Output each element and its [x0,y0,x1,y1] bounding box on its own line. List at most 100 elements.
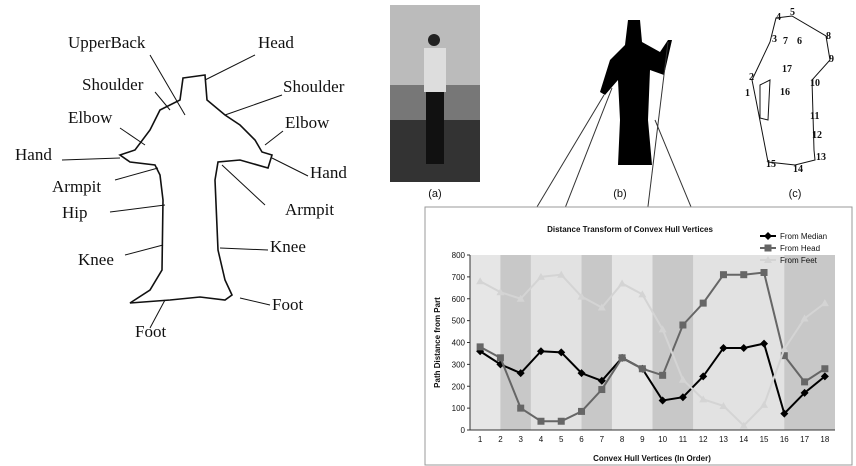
body-outline [120,75,272,303]
hull-number: 6 [797,36,802,47]
marker [740,271,747,278]
marker [477,343,484,350]
x-tick-label: 10 [658,435,667,444]
x-axis-label: Convex Hull Vertices (In Order) [593,454,711,463]
x-tick-label: 7 [600,435,605,444]
x-tick-label: 8 [620,435,625,444]
leader-line [125,245,163,255]
x-tick-label: 6 [579,435,584,444]
hull-number: 17 [782,64,792,75]
y-tick-label: 600 [452,295,466,304]
hull-number: 10 [810,78,820,89]
body-label: Shoulder [82,75,144,94]
x-tick-label: 2 [498,435,503,444]
marker [598,386,605,393]
hull-number: 7 [783,36,788,47]
marker [517,405,524,412]
hull-number: 16 [780,87,790,98]
x-tick-label: 3 [518,435,523,444]
leader-line [115,168,158,180]
hull-number: 8 [826,31,831,42]
hull-number: 2 [749,72,754,83]
legend-label: From Head [780,244,820,253]
marker [765,245,772,252]
legend-label: From Median [780,232,827,241]
hull-number: 5 [790,7,795,18]
y-tick-label: 700 [452,273,466,282]
y-tick-label: 300 [452,360,466,369]
figure: UpperBack Head Shoulder Shoulder Elbow Elbow H… [0,0,856,466]
leader-line [240,298,270,305]
leader-line [220,248,268,250]
band [693,255,784,430]
y-tick-label: 500 [452,317,466,326]
hull-number: 1 [745,88,750,99]
silhouette-b [600,20,672,165]
body-label: Head [258,33,294,52]
x-tick-label: 14 [739,435,748,444]
leader-line [120,128,145,145]
hull-number: 12 [812,130,822,141]
body-label: Hand [310,163,347,182]
hull-number: 13 [816,152,826,163]
x-tick-label: 16 [780,435,789,444]
photo-a [390,5,480,182]
body-label: Hip [62,203,88,222]
leader-line [225,95,282,115]
leader-line [265,131,283,145]
hull-number: 9 [829,54,834,65]
marker [659,372,666,379]
leader-line [205,55,255,80]
body-label: Foot [272,295,303,314]
hull-number: 4 [776,12,781,23]
hull-number: 15 [766,159,776,170]
hull-number: 14 [793,164,803,175]
hull-outline-c [752,16,830,165]
y-tick-label: 100 [452,404,466,413]
leader-line [155,92,170,110]
body-label: Elbow [285,113,330,132]
body-label: Hand [15,145,52,164]
band [470,255,500,430]
x-tick-label: 13 [719,435,728,444]
chart-title: Distance Transform of Convex Hull Vertic… [547,225,713,234]
x-tick-label: 5 [559,435,564,444]
body-label: UpperBack [68,33,146,52]
x-tick-label: 11 [679,435,688,444]
y-tick-label: 200 [452,382,466,391]
body-label: Shoulder [283,77,345,96]
y-tick-label: 0 [461,426,466,435]
leader-line [62,158,120,160]
band [531,255,582,430]
body-label: Foot [135,322,166,341]
body-label: Armpit [285,200,334,219]
marker [761,269,768,276]
panel-caption: (c) [789,188,802,200]
band [612,255,653,430]
marker [578,408,585,415]
leader-line [222,165,265,205]
marker [558,418,565,425]
marker [679,322,686,329]
body-label: Knee [78,250,114,269]
x-tick-label: 4 [539,435,544,444]
body-label: Armpit [52,177,101,196]
body-label: Knee [270,237,306,256]
marker [639,365,646,372]
marker [720,271,727,278]
leader-line [110,205,165,212]
y-axis-label: Path Distance from Part [433,297,442,388]
leader-line [272,158,308,176]
marker [497,354,504,361]
panel-caption: (a) [428,188,441,200]
x-tick-label: 12 [699,435,708,444]
marker [619,354,626,361]
marker [801,378,808,385]
panel-caption: (b) [613,188,626,200]
y-tick-label: 400 [452,339,466,348]
body-label: Elbow [68,108,113,127]
x-tick-label: 15 [760,435,769,444]
y-tick-label: 800 [452,251,466,260]
marker [537,418,544,425]
hull-number: 11 [810,111,819,122]
